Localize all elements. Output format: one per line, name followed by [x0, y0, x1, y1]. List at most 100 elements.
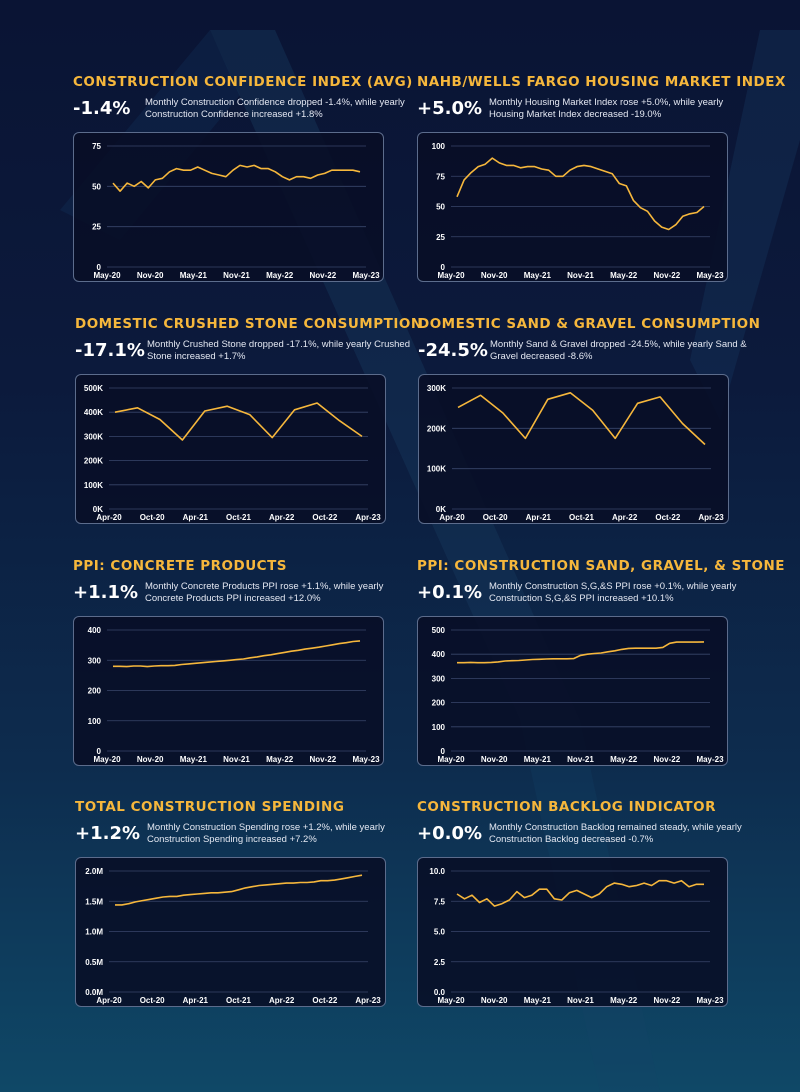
metric-description: Monthly Construction S,G,&S PPI rose +0.… — [489, 581, 737, 604]
line-chart: 0.0M 0.5M 1.0M 1.5M 2.0M Apr-20 Oct-20 Apr-21 Oc… — [85, 867, 381, 1005]
x-tick-label: Apr-20 — [439, 513, 465, 522]
x-tick-label: Nov-20 — [481, 996, 508, 1005]
y-tick-label: 400K — [84, 408, 103, 417]
metric-description: Monthly Housing Market Index rose +5.0%,… — [489, 97, 724, 120]
metric-value: -17.1% — [75, 340, 145, 361]
y-tick-label: 300K — [427, 384, 446, 393]
metric-value: -24.5% — [418, 340, 488, 361]
chart-container: 0 25 50 75 May-20 Nov-20 May-21 Nov-21 May-22 Nov… — [73, 132, 384, 282]
y-tick-label: 500 — [432, 626, 446, 635]
x-tick-label: Oct-22 — [655, 513, 680, 522]
y-tick-label: 0K — [93, 505, 103, 514]
panel-crushed-stone: DOMESTIC CRUSHED STONE CONSUMPTION -17.1… — [75, 316, 423, 524]
x-tick-label: May-22 — [610, 996, 638, 1005]
line-chart: 0K 100K 200K 300K 400K 500K Apr-20 Oct-20 Apr-21… — [84, 384, 381, 522]
x-tick-label: May-22 — [266, 271, 294, 280]
panel-title: CONSTRUCTION CONFIDENCE INDEX (AVG) — [73, 74, 413, 90]
x-tick-label: Nov-22 — [309, 755, 336, 764]
x-tick-label: Apr-21 — [183, 513, 209, 522]
metric-description: Monthly Construction Backlog remained st… — [489, 822, 742, 845]
panel-title: NAHB/WELLS FARGO HOUSING MARKET INDEX — [417, 74, 786, 90]
y-tick-label: 0 — [441, 747, 446, 756]
y-tick-label: 5.0 — [434, 928, 446, 937]
y-tick-label: 400 — [88, 626, 102, 635]
x-tick-label: Nov-20 — [481, 271, 508, 280]
series-line — [112, 164, 361, 193]
line-chart: 0.0 2.5 5.0 7.5 10.0 May-20 Nov-20 May-21 Nov-21… — [429, 867, 724, 1005]
y-tick-label: 2.0M — [85, 867, 103, 876]
y-tick-label: 400 — [432, 650, 446, 659]
chart-container: 0K 100K 200K 300K Apr-20 Oct-20 Apr-21 Oct-21 Ap… — [418, 374, 729, 524]
y-tick-label: 50 — [92, 182, 101, 191]
x-tick-label: May-23 — [696, 271, 724, 280]
series-line — [456, 879, 704, 907]
metric-description: Monthly Concrete Products PPI rose +1.1%… — [145, 581, 384, 604]
metric-value: +5.0% — [417, 98, 483, 119]
x-tick-label: May-20 — [437, 996, 465, 1005]
metric-value: -1.4% — [73, 98, 131, 119]
metric-description: Monthly Construction Confidence dropped … — [145, 97, 405, 120]
x-tick-label: Apr-22 — [269, 996, 295, 1005]
x-tick-label: May-21 — [180, 755, 208, 764]
panel-ppi-concrete: PPI: CONCRETE PRODUCTS +1.1% Monthly Con… — [73, 558, 403, 766]
x-tick-label: May-20 — [93, 271, 121, 280]
x-tick-label: Apr-20 — [96, 513, 122, 522]
x-tick-label: Apr-22 — [269, 513, 295, 522]
x-tick-label: Nov-21 — [567, 755, 594, 764]
x-tick-label: May-23 — [696, 755, 724, 764]
y-tick-label: 100 — [432, 142, 446, 151]
series-line — [114, 402, 363, 441]
x-tick-label: Nov-22 — [653, 755, 680, 764]
x-tick-label: Apr-23 — [355, 996, 381, 1005]
x-tick-label: Nov-21 — [567, 996, 594, 1005]
y-tick-label: 7.5 — [434, 897, 446, 906]
x-tick-label: May-20 — [437, 755, 465, 764]
x-tick-label: May-23 — [352, 271, 380, 280]
y-tick-label: 50 — [436, 203, 445, 212]
metric-value: +1.1% — [73, 582, 139, 603]
x-tick-label: Nov-20 — [137, 755, 164, 764]
x-tick-label: Nov-20 — [481, 755, 508, 764]
y-tick-label: 25 — [436, 233, 445, 242]
y-tick-label: 200 — [88, 687, 102, 696]
x-tick-label: May-21 — [524, 271, 552, 280]
metric-value: +0.0% — [417, 823, 483, 844]
panel-title: CONSTRUCTION BACKLOG INDICATOR — [417, 799, 717, 815]
y-tick-label: 1.5M — [85, 897, 103, 906]
y-tick-label: 25 — [92, 223, 101, 232]
y-tick-label: 0 — [441, 263, 446, 272]
x-tick-label: Oct-22 — [312, 996, 337, 1005]
x-tick-label: May-21 — [524, 996, 552, 1005]
y-tick-label: 0K — [436, 505, 446, 514]
panel-title: DOMESTIC SAND & GRAVEL CONSUMPTION — [418, 316, 761, 332]
series-line — [457, 641, 705, 664]
panel-confidence-index: CONSTRUCTION CONFIDENCE INDEX (AVG) -1.4… — [73, 74, 413, 282]
y-tick-label: 100 — [88, 717, 102, 726]
x-tick-label: May-22 — [610, 755, 638, 764]
x-tick-label: Apr-21 — [183, 996, 209, 1005]
y-tick-label: 500K — [84, 384, 103, 393]
y-tick-label: 0.5M — [85, 958, 103, 967]
line-chart: 0K 100K 200K 300K Apr-20 Oct-20 Apr-21 Oct-21 Ap… — [427, 384, 724, 522]
line-chart: 0 100 200 300 400 500 May-20 Nov-20 May-21 Nov-21… — [432, 626, 724, 764]
panel-title: DOMESTIC CRUSHED STONE CONSUMPTION — [75, 316, 423, 332]
metric-description: Monthly Sand & Gravel dropped -24.5%, wh… — [490, 339, 747, 362]
x-tick-label: May-20 — [93, 755, 121, 764]
metric-value: +1.2% — [75, 823, 141, 844]
x-tick-label: Apr-20 — [96, 996, 122, 1005]
x-tick-label: Oct-20 — [140, 513, 165, 522]
series-line — [113, 640, 361, 668]
x-tick-label: Apr-23 — [698, 513, 724, 522]
x-tick-label: Nov-21 — [223, 271, 250, 280]
x-tick-label: Nov-21 — [567, 271, 594, 280]
x-tick-label: May-21 — [524, 755, 552, 764]
x-tick-label: Nov-22 — [653, 996, 680, 1005]
y-tick-label: 300 — [432, 674, 446, 683]
chart-container: 0.0M 0.5M 1.0M 1.5M 2.0M Apr-20 Oct-20 Apr-21 Oc… — [75, 857, 386, 1007]
x-tick-label: Oct-21 — [226, 513, 251, 522]
chart-container: 0 100 200 300 400 May-20 Nov-20 May-21 Nov-21 May… — [73, 616, 384, 766]
metric-description: Monthly Crushed Stone dropped -17.1%, wh… — [147, 339, 410, 362]
line-chart: 0 100 200 300 400 May-20 Nov-20 May-21 Nov-21 May… — [88, 626, 380, 764]
panel-backlog-indicator: CONSTRUCTION BACKLOG INDICATOR +0.0% Mon… — [417, 799, 747, 1007]
panel-ppi-sand-gravel-stone: PPI: CONSTRUCTION SAND, GRAVEL, & STONE … — [417, 558, 785, 766]
